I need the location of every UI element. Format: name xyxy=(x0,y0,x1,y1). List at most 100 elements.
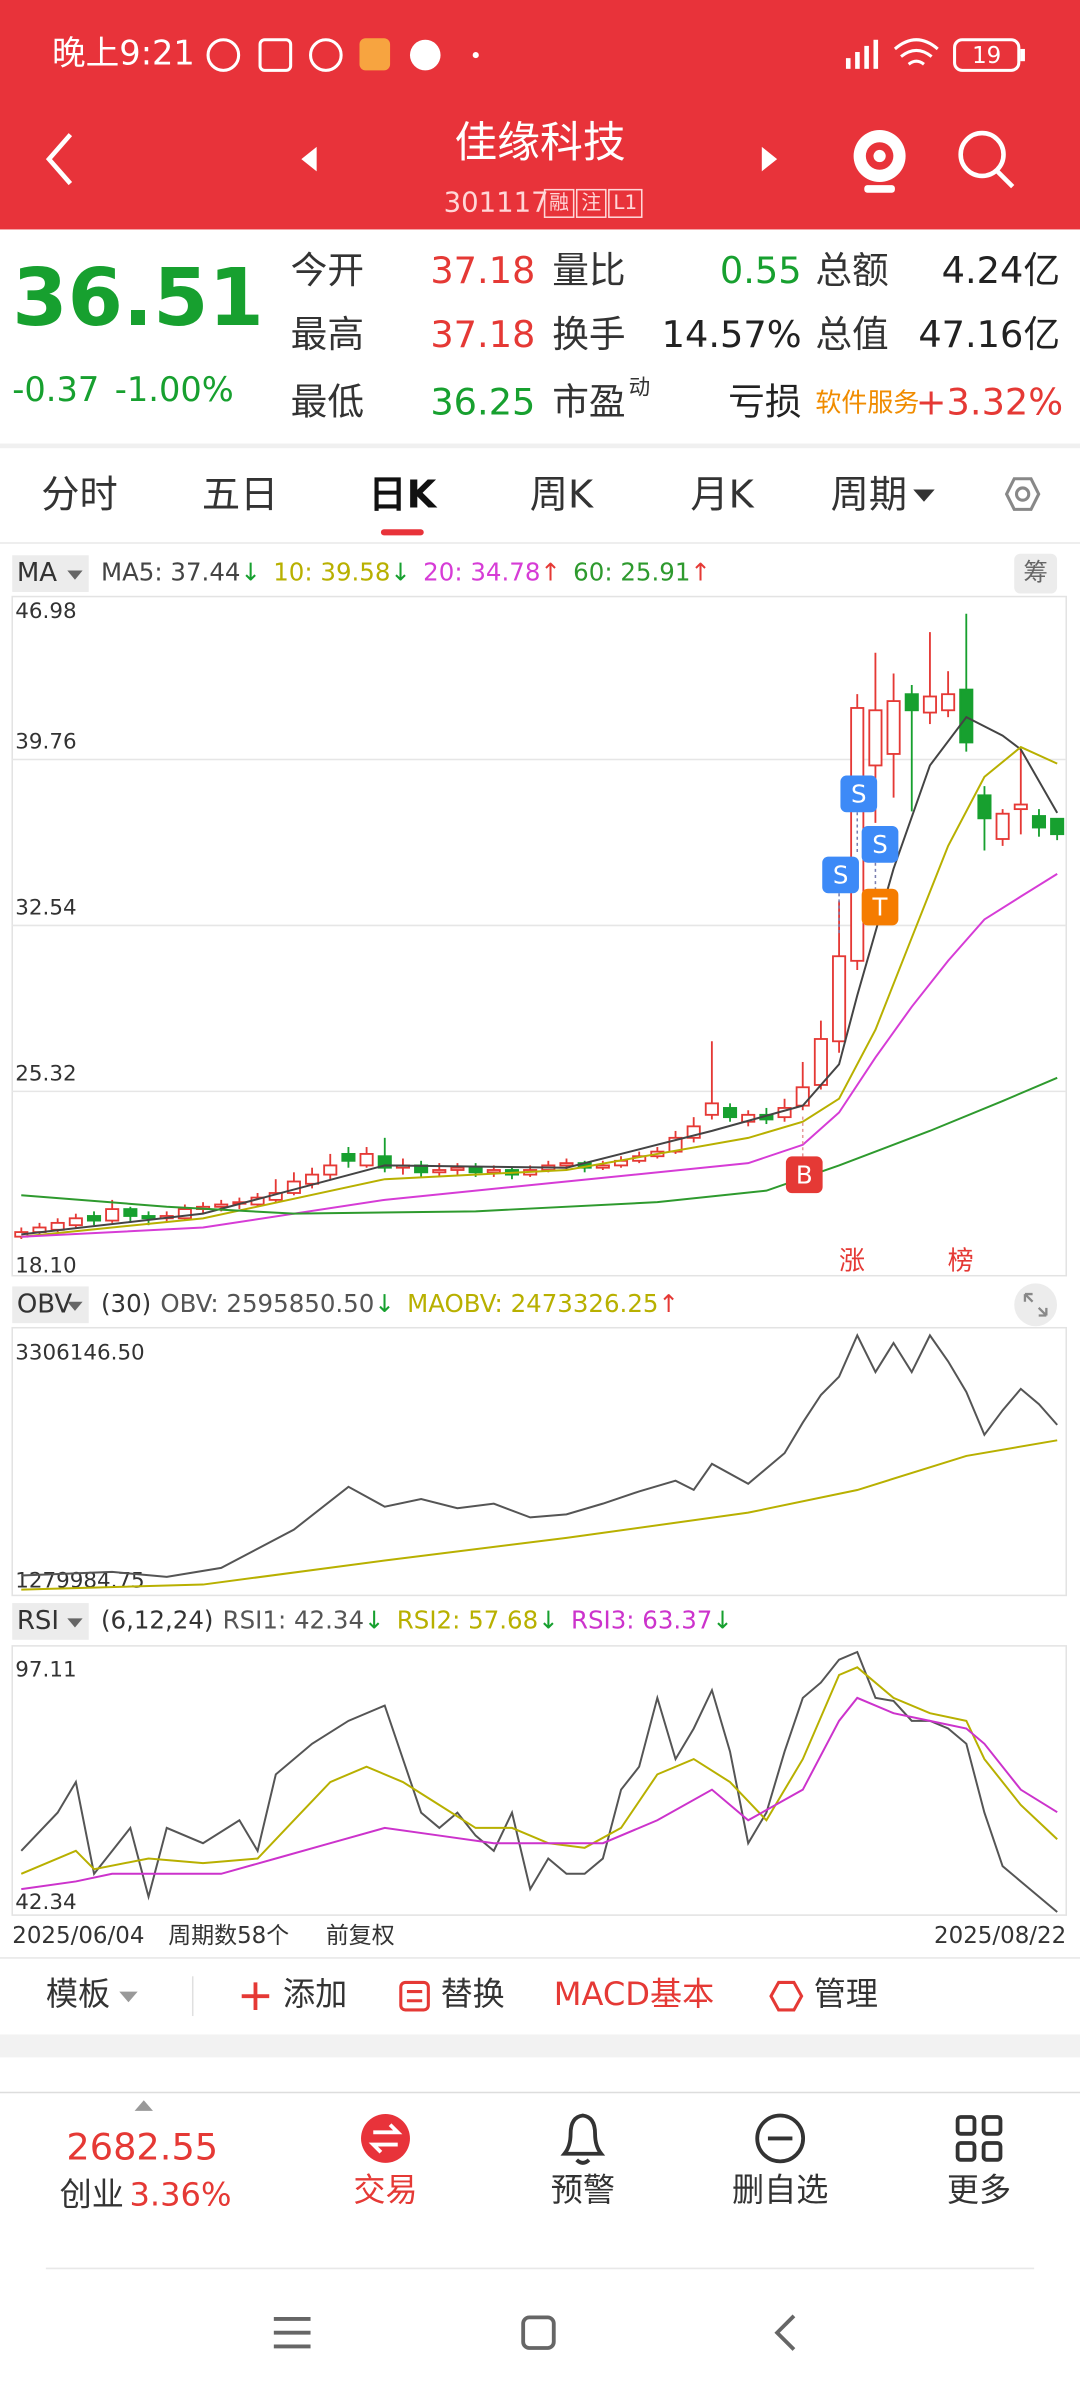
candle-body xyxy=(141,1215,156,1220)
period-tab[interactable]: 月K xyxy=(690,474,754,518)
field-label: 今开 xyxy=(291,249,364,292)
sector-name[interactable]: 软件服务 xyxy=(815,388,919,418)
trade-signal-bg xyxy=(840,775,878,813)
candle-body xyxy=(1013,803,1028,811)
indicator-selector[interactable]: MA xyxy=(17,558,57,588)
indicator-line xyxy=(21,1333,1058,1578)
toolbar-item[interactable]: 管理 xyxy=(814,1975,878,2013)
tab-underline xyxy=(380,529,424,536)
expand-icon xyxy=(1023,1292,1048,1317)
trade-signal[interactable]: T xyxy=(872,893,889,922)
candle-body xyxy=(868,709,883,767)
indicator-line xyxy=(21,1076,1058,1215)
nav-item[interactable]: 删自选 xyxy=(732,2171,828,2209)
period-tab[interactable]: 周期 xyxy=(831,474,907,518)
nav-item[interactable]: 更多 xyxy=(947,2171,1011,2209)
period-tab[interactable]: 分时 xyxy=(41,474,117,518)
more-tab[interactable]: AI分析 xyxy=(704,2090,818,2134)
more-icon xyxy=(955,2115,1003,2162)
legend-entry: MAOBV: 2473326.25 xyxy=(407,1289,658,1318)
replace-icon xyxy=(399,1980,430,2012)
toolbar-item[interactable]: 模板 xyxy=(46,1975,110,2013)
stock-tag-text: L1 xyxy=(613,191,637,214)
back-button[interactable] xyxy=(45,133,73,186)
legend-entry: MA5: 37.44 xyxy=(101,558,241,587)
candle-body xyxy=(468,1166,483,1174)
field-value: 47.16亿 xyxy=(918,313,1060,356)
indicator-line xyxy=(21,745,1058,1238)
menu-button[interactable] xyxy=(273,2317,311,2349)
candle-body xyxy=(68,1217,83,1227)
header-bg xyxy=(0,0,1080,230)
limit-up-tag[interactable]: 榜 xyxy=(948,1246,974,1276)
trade-signal[interactable]: S xyxy=(872,830,888,859)
y-tick-label: 18.10 xyxy=(15,1254,76,1279)
chart-frame xyxy=(11,1326,1067,1597)
toolbar-item[interactable]: 添加 xyxy=(283,1975,347,2013)
tool-button[interactable]: 筹 xyxy=(1023,558,1047,587)
toolbar-item[interactable]: 替换 xyxy=(441,1975,505,2013)
field-value: 4.24亿 xyxy=(942,249,1060,292)
stock-name: 佳缘科技 xyxy=(454,118,625,168)
nav-item[interactable]: 预警 xyxy=(551,2171,615,2209)
prev-stock[interactable] xyxy=(301,146,317,172)
home-button[interactable] xyxy=(521,2315,556,2350)
status-icons xyxy=(206,38,1025,72)
field-label: 市盈 xyxy=(552,380,625,423)
more-tab[interactable]: 扫雷 xyxy=(382,2090,458,2134)
price-change: -0.37 xyxy=(12,370,99,409)
back-system-button[interactable] xyxy=(774,2314,796,2351)
indicator-line xyxy=(21,715,1059,1236)
adjust-mode[interactable]: 前复权 xyxy=(326,1923,395,1949)
y-tick-label: 46.98 xyxy=(15,599,76,624)
period-tab[interactable]: 周K xyxy=(530,474,594,518)
indicator-selector[interactable]: OBV xyxy=(17,1289,73,1319)
more-tab[interactable]: 行业 xyxy=(46,2090,122,2134)
toolbar-item[interactable]: MACD基本 xyxy=(554,1975,714,2013)
indicator-line xyxy=(21,1696,1058,1891)
candle-body xyxy=(86,1215,102,1222)
candle-body xyxy=(832,955,847,1043)
y-tick-label: 42.34 xyxy=(15,1890,76,1915)
trade-signal[interactable]: B xyxy=(796,1160,813,1189)
legend-trend: ↑ xyxy=(690,558,711,587)
legend-trend: ↑ xyxy=(540,558,561,587)
candle-body xyxy=(323,1164,338,1176)
remove-icon xyxy=(755,2113,806,2164)
trade-signal[interactable]: S xyxy=(833,860,849,889)
more-tab[interactable]: 财富圈 xyxy=(532,2090,647,2134)
search-button[interactable] xyxy=(958,130,1015,189)
bottom-nav: 交易 预警 删自选 更多 xyxy=(353,2171,1011,2209)
nav-item[interactable]: 交易 xyxy=(353,2171,417,2209)
candle-body xyxy=(450,1166,465,1171)
limit-up-tag[interactable]: 涨 xyxy=(839,1246,865,1276)
price-change-pct: -1.00% xyxy=(115,370,234,409)
next-stock[interactable] xyxy=(761,146,778,172)
legend-entry: RSI2: 57.68 xyxy=(397,1605,538,1634)
indicator-selector[interactable]: RSI xyxy=(17,1606,59,1636)
legend-entry: RSI3: 63.37 xyxy=(571,1605,712,1634)
tab-dropdown[interactable] xyxy=(913,489,935,502)
trade-signal-bg xyxy=(861,888,899,926)
y-tick-label: 39.76 xyxy=(15,730,76,755)
candle-body xyxy=(177,1208,192,1220)
trade-signal[interactable]: S xyxy=(851,779,867,808)
date-end: 2025/08/22 xyxy=(934,1923,1066,1949)
candle-body xyxy=(886,700,901,755)
manage-icon xyxy=(769,1980,804,2012)
expand-button[interactable] xyxy=(1014,1283,1058,1327)
more-tab[interactable]: 基金 xyxy=(214,2090,290,2134)
settings-icon[interactable] xyxy=(1004,477,1041,511)
tool-button-bg[interactable] xyxy=(1014,553,1058,594)
legend-trend: ↓ xyxy=(390,558,411,587)
expand-index[interactable] xyxy=(134,2100,153,2111)
candle-body xyxy=(486,1169,501,1174)
chart-frame xyxy=(11,1645,1067,1916)
trade-signal-bg xyxy=(785,1156,823,1194)
more-tab[interactable]: 异动 xyxy=(890,2090,966,2134)
period-tab[interactable]: 日K xyxy=(368,474,437,518)
period-tab[interactable]: 五日 xyxy=(202,474,278,518)
assistant-icon[interactable] xyxy=(853,130,906,193)
candle-body xyxy=(1050,817,1065,836)
indicator-toolbar: 模板 添加 替换 MACD基本 管理 xyxy=(46,1975,878,2017)
